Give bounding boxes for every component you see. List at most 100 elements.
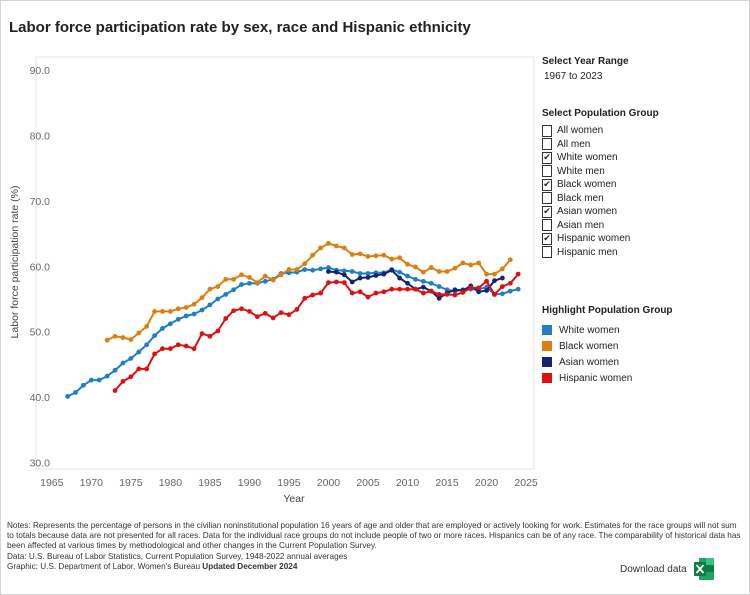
data-point[interactable] (223, 276, 229, 282)
data-point[interactable] (452, 287, 458, 293)
group-option[interactable]: Black men (542, 192, 742, 206)
group-checkbox[interactable]: ✔ (542, 151, 552, 164)
data-point[interactable] (310, 252, 316, 258)
data-point[interactable] (270, 315, 276, 321)
data-point[interactable] (104, 373, 110, 379)
data-point[interactable] (373, 273, 379, 278)
data-point[interactable] (262, 273, 268, 279)
data-point[interactable] (333, 279, 339, 285)
data-point[interactable] (452, 265, 458, 271)
data-point[interactable] (484, 271, 489, 277)
data-point[interactable] (492, 271, 497, 277)
data-point[interactable] (436, 291, 442, 297)
data-point[interactable] (231, 287, 237, 293)
data-point[interactable] (191, 346, 197, 352)
data-point[interactable] (152, 308, 157, 314)
data-point[interactable] (405, 286, 410, 292)
group-checkbox[interactable]: ✔ (542, 178, 552, 191)
data-point[interactable] (405, 273, 410, 279)
group-option[interactable]: Asian men (542, 219, 742, 233)
group-option[interactable]: ✔ Black women (542, 178, 742, 192)
data-point[interactable] (413, 264, 418, 270)
data-point[interactable] (239, 282, 244, 287)
data-point[interactable] (183, 343, 189, 349)
data-point[interactable] (468, 262, 474, 268)
data-point[interactable] (239, 306, 244, 312)
data-point[interactable] (397, 255, 403, 261)
data-point[interactable] (175, 306, 181, 312)
data-point[interactable] (144, 324, 150, 329)
data-point[interactable] (389, 256, 395, 262)
data-point[interactable] (515, 271, 521, 277)
data-point[interactable] (397, 286, 403, 292)
data-point[interactable] (326, 265, 331, 270)
data-point[interactable] (499, 275, 505, 281)
data-point[interactable] (428, 288, 434, 294)
data-point[interactable] (373, 290, 379, 296)
data-point[interactable] (484, 288, 489, 293)
group-checkbox[interactable]: ✔ (542, 232, 552, 245)
data-point[interactable] (167, 346, 173, 352)
group-option[interactable]: ✔ Hispanic women (542, 232, 742, 246)
data-point[interactable] (215, 328, 221, 334)
data-point[interactable] (302, 267, 308, 272)
data-point[interactable] (270, 277, 276, 283)
data-point[interactable] (175, 316, 181, 322)
data-point[interactable] (397, 275, 403, 281)
data-point[interactable] (326, 269, 331, 274)
group-option[interactable]: Hispanic men (542, 246, 742, 260)
data-point[interactable] (381, 271, 387, 277)
year-range-selector[interactable]: 1967 to 2023 (544, 71, 603, 82)
data-point[interactable] (420, 284, 426, 290)
data-point[interactable] (468, 285, 474, 291)
data-point[interactable] (262, 310, 268, 316)
data-point[interactable] (294, 267, 300, 272)
data-point[interactable] (128, 374, 134, 380)
data-point[interactable] (515, 286, 521, 292)
data-point[interactable] (136, 330, 142, 336)
group-checkbox[interactable] (542, 165, 552, 178)
group-option[interactable]: All men (542, 138, 742, 152)
data-point[interactable] (365, 294, 371, 300)
data-point[interactable] (247, 280, 252, 286)
data-point[interactable] (302, 261, 308, 267)
data-point[interactable] (262, 278, 268, 284)
data-point[interactable] (326, 240, 331, 246)
data-point[interactable] (420, 269, 426, 275)
data-point[interactable] (254, 280, 260, 286)
data-point[interactable] (144, 366, 150, 372)
data-point[interactable] (286, 267, 292, 272)
data-point[interactable] (349, 252, 355, 257)
data-point[interactable] (365, 274, 371, 280)
data-point[interactable] (88, 377, 94, 383)
data-point[interactable] (199, 295, 205, 301)
data-point[interactable] (199, 331, 205, 337)
data-point[interactable] (207, 302, 213, 308)
data-point[interactable] (420, 290, 426, 296)
data-point[interactable] (436, 284, 442, 289)
data-point[interactable] (160, 346, 165, 352)
data-point[interactable] (397, 269, 403, 275)
data-point[interactable] (460, 290, 466, 295)
data-point[interactable] (428, 265, 434, 270)
group-option[interactable]: White men (542, 165, 742, 179)
data-point[interactable] (428, 280, 434, 286)
data-point[interactable] (160, 325, 165, 331)
data-point[interactable] (231, 276, 237, 282)
data-point[interactable] (381, 289, 387, 295)
data-point[interactable] (507, 257, 513, 263)
data-point[interactable] (65, 394, 71, 399)
data-point[interactable] (357, 275, 363, 281)
data-point[interactable] (476, 285, 482, 291)
data-point[interactable] (405, 280, 410, 286)
data-point[interactable] (120, 378, 126, 384)
data-point[interactable] (381, 252, 387, 258)
data-point[interactable] (349, 269, 355, 274)
data-point[interactable] (333, 243, 339, 249)
data-point[interactable] (239, 272, 244, 278)
data-point[interactable] (104, 337, 110, 343)
data-point[interactable] (357, 251, 363, 257)
data-point[interactable] (318, 290, 323, 296)
data-point[interactable] (278, 272, 284, 278)
data-point[interactable] (365, 254, 371, 259)
